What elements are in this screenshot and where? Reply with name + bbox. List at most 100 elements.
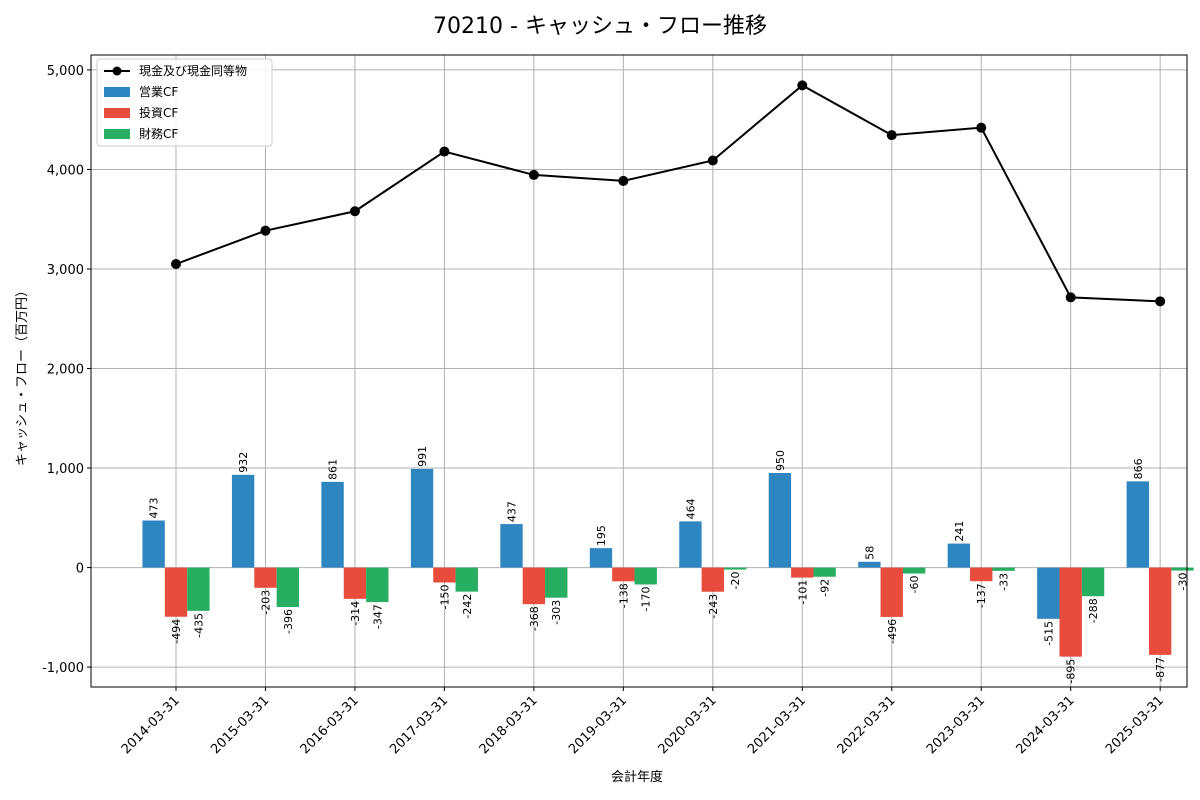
x-tick-label: 2024-03-31 bbox=[1013, 693, 1077, 757]
x-axis-label: 会計年度 bbox=[611, 769, 663, 785]
cash-point bbox=[797, 80, 808, 91]
bar bbox=[589, 548, 613, 568]
bar-value-label: -33 bbox=[998, 573, 1011, 591]
bar bbox=[545, 567, 568, 598]
legend-box bbox=[96, 58, 273, 147]
cash-line-path bbox=[175, 84, 1161, 303]
legend-marker bbox=[112, 66, 122, 76]
bar bbox=[142, 520, 165, 568]
x-tick-label: 2021-03-31 bbox=[745, 693, 809, 757]
cash-point bbox=[260, 225, 271, 236]
bar-value-label: 950 bbox=[774, 450, 787, 471]
bar-value-label: -243 bbox=[707, 594, 720, 619]
bar-value-label: -137 bbox=[975, 583, 988, 608]
bar-value-label: 932 bbox=[237, 452, 250, 473]
bar-value-label: 195 bbox=[595, 525, 608, 546]
bar bbox=[231, 474, 255, 568]
bar bbox=[522, 567, 546, 605]
bar bbox=[1126, 481, 1149, 568]
bar-value-label: -877 bbox=[1154, 657, 1167, 682]
bar-value-label: 861 bbox=[327, 459, 340, 480]
x-tick-label: 2014-03-31 bbox=[119, 693, 183, 757]
x-tick-label: 2016-03-31 bbox=[298, 693, 362, 757]
cash-point bbox=[1065, 292, 1076, 303]
bar bbox=[500, 524, 523, 568]
cash-point bbox=[439, 146, 450, 157]
bar bbox=[410, 468, 434, 568]
x-tick-label: 2025-03-31 bbox=[1103, 693, 1167, 757]
bar-value-label: 437 bbox=[506, 501, 519, 522]
legend-label: 投資CF bbox=[139, 105, 178, 120]
bar-value-label: -30 bbox=[1177, 573, 1190, 591]
legend-bar-swatch bbox=[104, 108, 130, 118]
bar bbox=[880, 567, 903, 617]
bar bbox=[433, 567, 456, 583]
bar-value-label: -496 bbox=[886, 619, 899, 644]
bar bbox=[947, 543, 971, 568]
cash-line bbox=[170, 80, 1166, 307]
y-tick-label: -1,000 bbox=[42, 661, 84, 676]
y-tick-label: 5,000 bbox=[47, 64, 84, 79]
x-tick-label: 2020-03-31 bbox=[656, 693, 720, 757]
bar-value-label: -20 bbox=[729, 572, 742, 590]
bar bbox=[679, 521, 702, 568]
bar bbox=[1037, 567, 1060, 619]
cash-point bbox=[886, 130, 897, 141]
bar-value-label: -396 bbox=[282, 609, 295, 634]
bar bbox=[254, 567, 277, 588]
x-tick-label: 2022-03-31 bbox=[835, 693, 899, 757]
cash-point bbox=[528, 169, 539, 180]
axes: -1,000 0 1,000 2,000 3,000 4,000 5,000 2014-03-… bbox=[42, 54, 1188, 757]
bar bbox=[612, 567, 635, 582]
bar-value-label: 241 bbox=[953, 521, 966, 542]
bar-value-label: -170 bbox=[640, 586, 653, 611]
x-tick-label: 2017-03-31 bbox=[387, 693, 451, 757]
bar-value-label: -347 bbox=[371, 604, 384, 629]
bar-value-label: -435 bbox=[192, 613, 205, 638]
bar-value-label: -303 bbox=[550, 600, 563, 625]
bar bbox=[343, 567, 367, 599]
cash-point bbox=[349, 206, 360, 217]
bar-value-label: 866 bbox=[1132, 458, 1145, 479]
bar-value-label: -60 bbox=[908, 576, 921, 594]
bar bbox=[1171, 567, 1194, 571]
legend-bar-swatch bbox=[104, 87, 130, 97]
bar-value-label: -242 bbox=[461, 594, 474, 619]
y-tick-label: 2,000 bbox=[47, 363, 84, 378]
y-tick-label: 0 bbox=[76, 562, 84, 577]
y-tick-label: 4,000 bbox=[47, 163, 84, 178]
bar bbox=[1059, 567, 1082, 657]
cash-point bbox=[170, 259, 181, 270]
bar-value-label: 991 bbox=[416, 446, 429, 467]
y-axis-label: キャッシュ・フロー（百万円） bbox=[15, 284, 30, 466]
bar-value-label: -494 bbox=[170, 619, 183, 644]
bar bbox=[768, 473, 792, 568]
bar bbox=[723, 567, 747, 570]
bar bbox=[164, 567, 188, 617]
bar bbox=[366, 567, 389, 603]
y-tick-label: 1,000 bbox=[47, 462, 84, 477]
bar bbox=[455, 567, 478, 592]
x-tick-label: 2019-03-31 bbox=[566, 693, 630, 757]
y-tick-label: 3,000 bbox=[47, 263, 84, 278]
bar-value-label: -150 bbox=[438, 584, 451, 609]
legend-label: 営業CF bbox=[139, 85, 178, 99]
legend-label: 現金及び現金同等物 bbox=[139, 63, 247, 78]
bar-labels: 473 932 861 991 437 195 464 950 58 241 -515 866 -494… bbox=[148, 446, 1190, 684]
chart-title: 70210 - キャッシュ・フロー推移 bbox=[433, 14, 767, 39]
bar bbox=[321, 481, 344, 568]
bar-value-label: -203 bbox=[259, 590, 272, 615]
bar-value-label: 473 bbox=[148, 497, 161, 518]
cash-point bbox=[618, 175, 629, 186]
bars bbox=[142, 468, 1194, 657]
cash-point bbox=[976, 122, 987, 133]
bar-value-label: -288 bbox=[1087, 598, 1100, 623]
bar bbox=[858, 561, 881, 568]
bar-value-label: 464 bbox=[684, 498, 697, 519]
x-tick-label: 2018-03-31 bbox=[477, 693, 541, 757]
plot-frame bbox=[90, 54, 1188, 688]
bar-value-label: -101 bbox=[796, 580, 809, 605]
bar bbox=[902, 567, 926, 574]
